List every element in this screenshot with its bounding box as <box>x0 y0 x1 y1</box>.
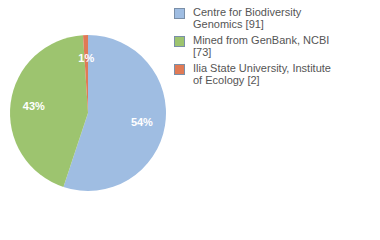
svg-text:1%: 1% <box>78 52 94 64</box>
html-text:Centre for Biodiversity Genomi: Centre for Biodiversity Genomics [91] <box>193 6 302 30</box>
html-text:Mined from GenBank, NCBI [73]: Mined from GenBank, NCBI [73] <box>193 34 330 58</box>
html-text:Ilia State University, Institu: Ilia State University, Institute of Ecol… <box>193 62 331 86</box>
svg-text:43%: 43% <box>23 100 45 112</box>
svg-text:54%: 54% <box>131 116 153 128</box>
